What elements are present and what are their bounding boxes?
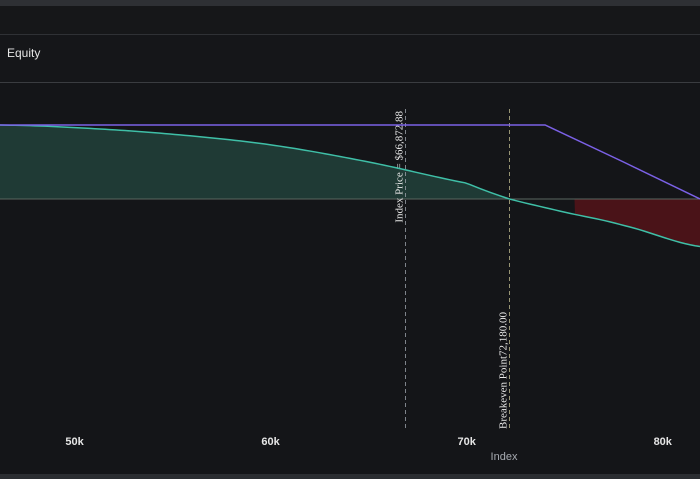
panel-header	[0, 6, 700, 35]
series-line-purple	[0, 124, 700, 200]
loss-area	[574, 199, 700, 247]
x-tick-label: 70k	[457, 436, 476, 448]
x-tick-label: 80k	[654, 436, 673, 448]
x-tick-label: 50k	[65, 436, 84, 448]
x-axis-label: Index	[491, 451, 518, 463]
window-bottom-strip	[0, 474, 700, 479]
window-top-strip	[0, 0, 700, 6]
breakeven-label: Breakeven Point72,180.00	[498, 311, 510, 429]
equity-header: Equity	[0, 35, 700, 83]
index-price-label: Index Price = $66,872.88	[394, 111, 406, 223]
profit-area	[0, 125, 510, 199]
panel-title: Equity	[7, 46, 41, 60]
x-tick-label: 60k	[261, 436, 280, 448]
series-line-teal	[0, 124, 700, 248]
payoff-chart[interactable]: Index Price = $66,872.88 Breakeven Point7…	[0, 83, 700, 479]
